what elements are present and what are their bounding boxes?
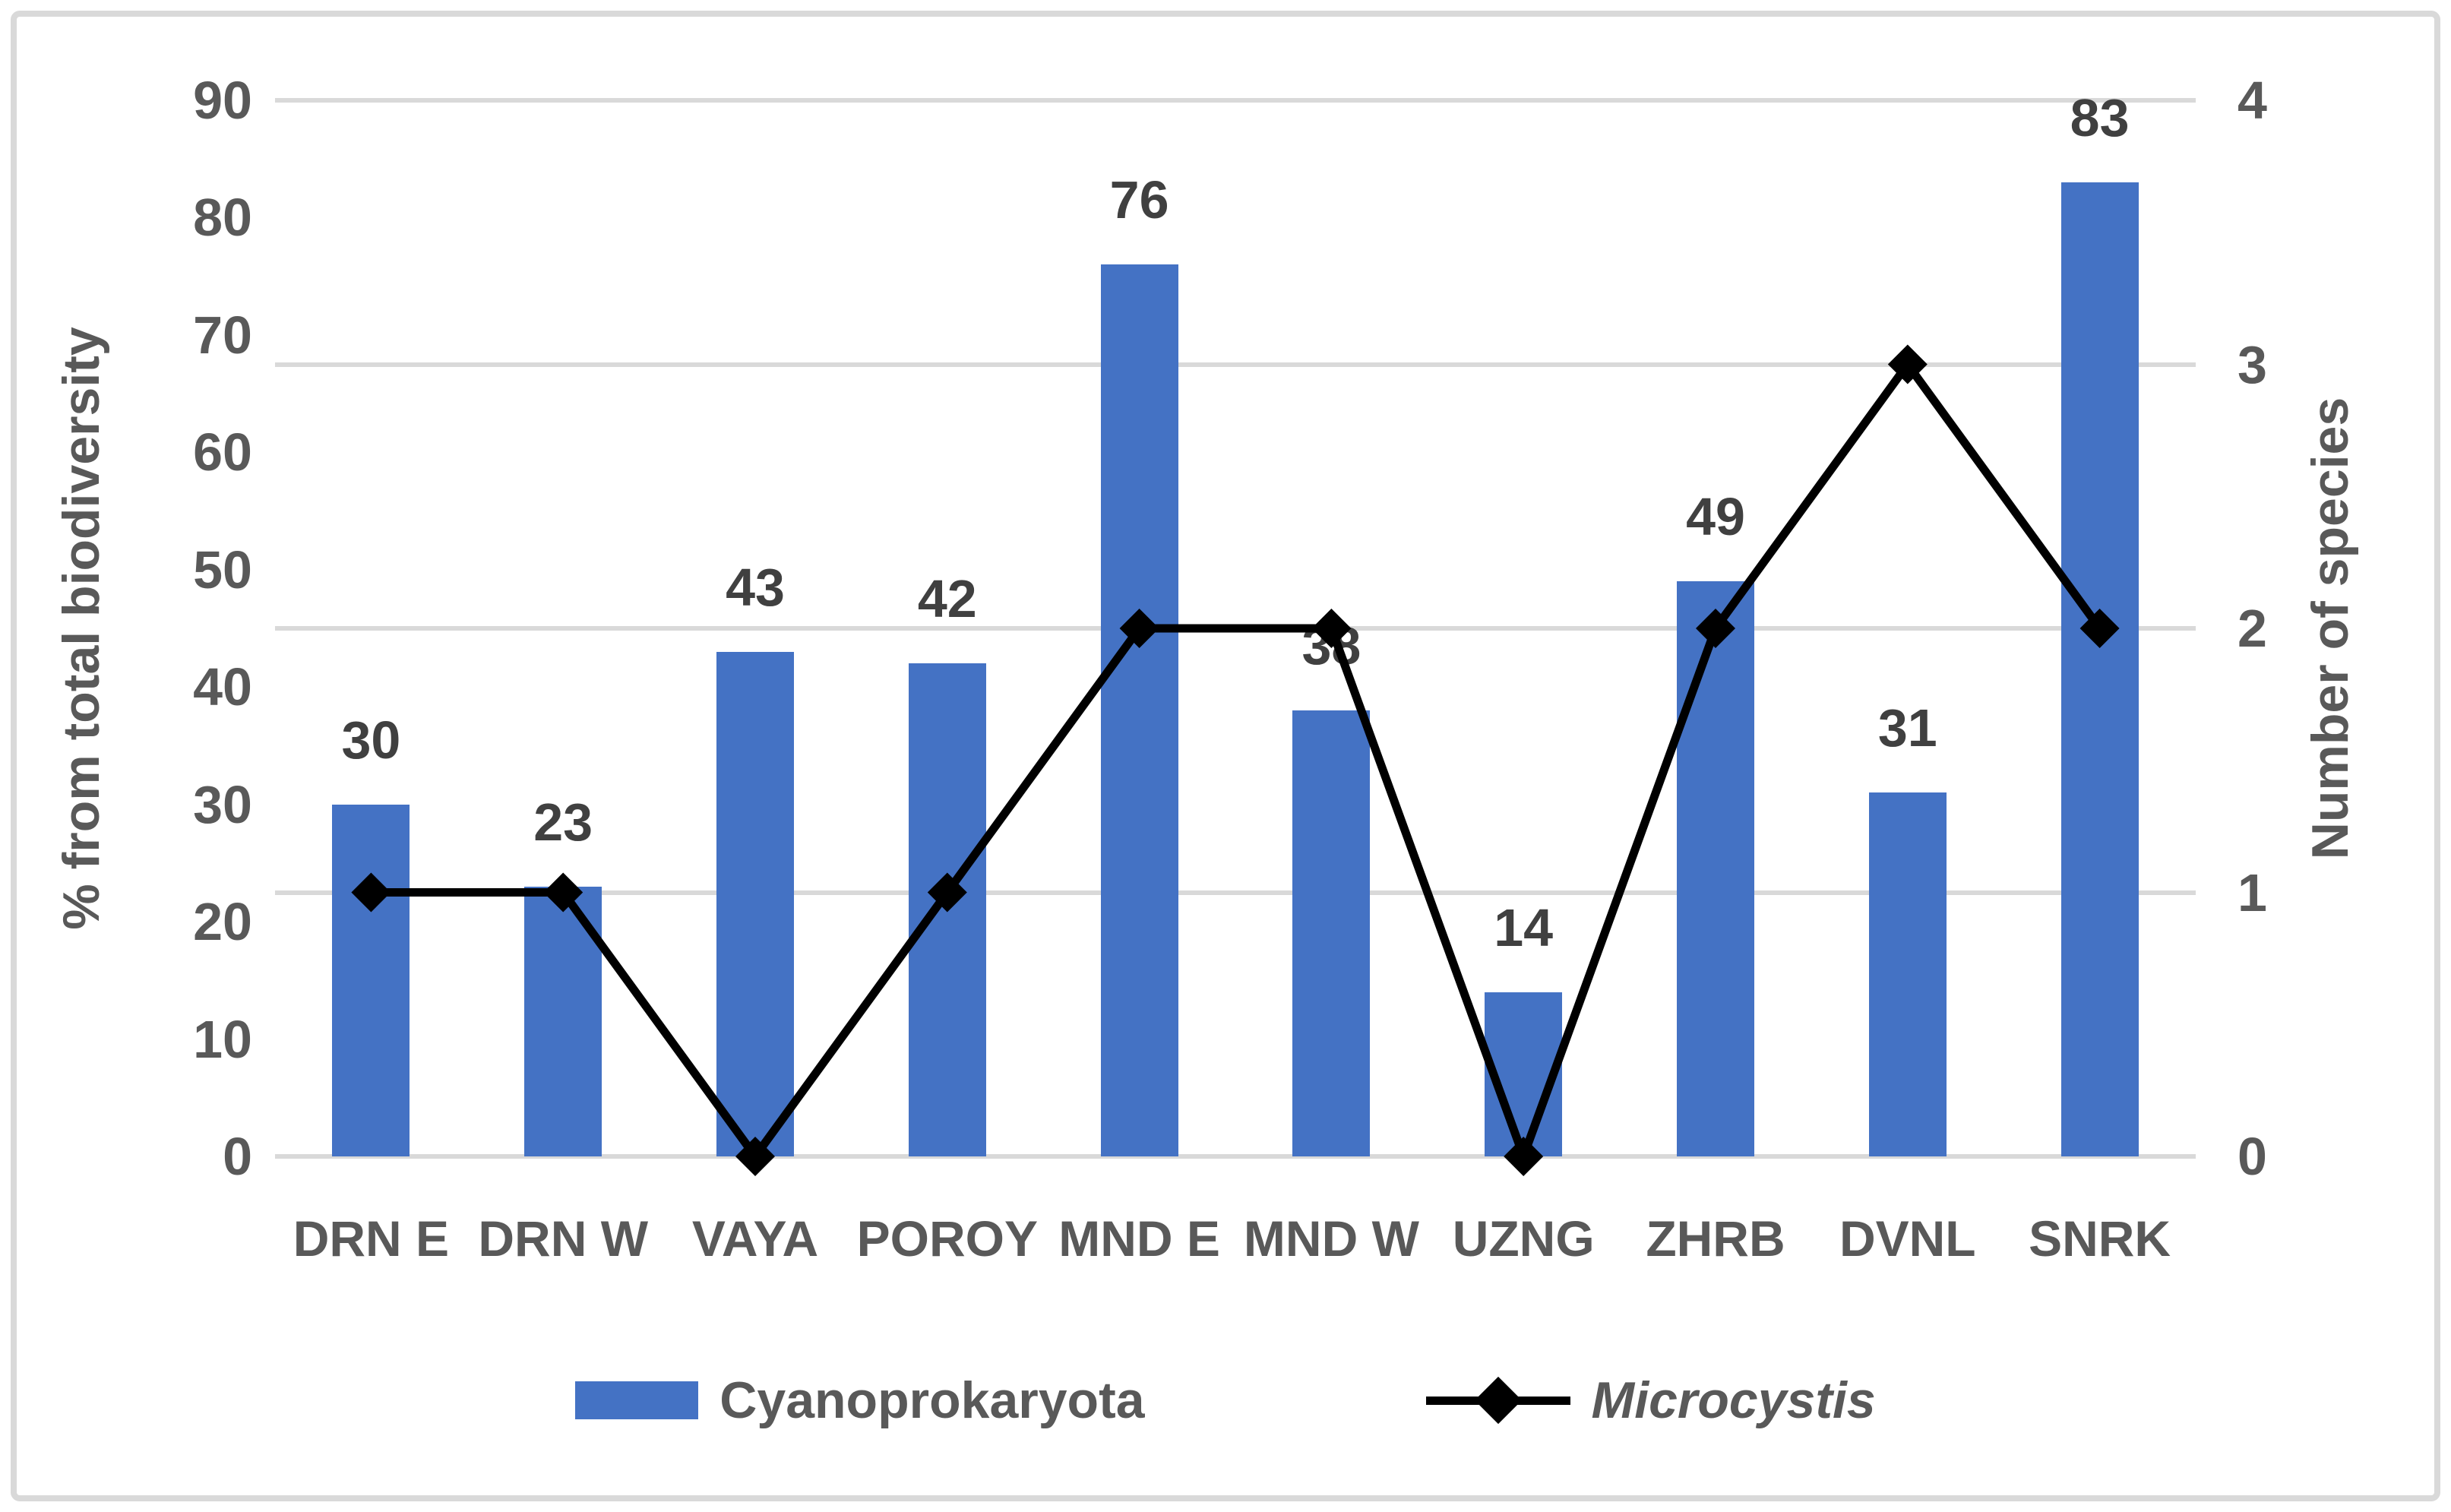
diamond-marker-icon [1887, 344, 1928, 384]
bar-value-label: 76 [1109, 170, 1169, 230]
left-axis-tick-label: 60 [193, 422, 252, 482]
x-axis-tick-label: DRN E [293, 1210, 450, 1267]
bar [1292, 710, 1371, 1156]
bar-value-label: 31 [1877, 698, 1937, 758]
bar-value-label: 42 [917, 569, 977, 629]
bar-value-label: 14 [1494, 897, 1554, 957]
diamond-marker-icon [2079, 609, 2120, 648]
left-axis-title: % from total biodiversity [52, 327, 110, 930]
left-axis-tick-label: 80 [193, 188, 252, 248]
diamond-marker-icon [1311, 609, 1352, 648]
legend-item-cyanoprokaryota: Cyanoprokaryota [575, 1371, 1145, 1430]
bar [716, 651, 794, 1156]
bar [1868, 792, 1947, 1156]
left-axis-tick-label: 20 [193, 892, 252, 952]
plot-area: 30234342763814493183 [275, 88, 2196, 1176]
line-diamond-marker-icon [1425, 1376, 1570, 1425]
left-axis-tick-label: 50 [193, 539, 252, 599]
diamond-marker-icon [1504, 1137, 1544, 1176]
x-axis-tick-label: VAYA [691, 1210, 819, 1267]
left-axis-tick-label: 70 [193, 305, 252, 365]
diamond-marker-icon [1119, 609, 1159, 648]
legend-label-microcystis: Microcystis [1591, 1371, 1876, 1429]
x-axis-tick-label: DRN W [478, 1210, 648, 1267]
line-path [371, 357, 2104, 1169]
gridline [275, 362, 2196, 367]
left-axis-tick-label: 40 [193, 657, 252, 717]
right-axis-tick-label: 1 [2238, 862, 2267, 922]
bar-value-label: 83 [2070, 88, 2130, 148]
x-axis-tick-label: DVNL [1839, 1210, 1976, 1267]
bar [1100, 264, 1178, 1156]
diamond-marker-icon [927, 872, 967, 913]
bar [2060, 182, 2139, 1156]
x-axis-tick-label: ZHRB [1646, 1210, 1785, 1267]
bar-value-label: 30 [341, 710, 401, 770]
x-axis-tick-label: UZNG [1452, 1210, 1595, 1267]
bar [1677, 581, 1754, 1156]
x-axis-tick-label: POROY [856, 1210, 1038, 1267]
legend-label-cyanoprokaryota: Cyanoprokaryota [719, 1371, 1145, 1429]
diamond-marker-icon [1696, 609, 1735, 648]
right-axis-tick-label: 3 [2238, 334, 2267, 394]
bar-series-swatch-icon [575, 1381, 699, 1419]
left-axis-tick-label: 0 [223, 1127, 252, 1186]
chart-frame-border [11, 11, 2440, 1501]
right-axis-tick-label: 2 [2238, 599, 2267, 658]
bar [332, 804, 410, 1156]
legend: Cyanoprokaryota Microcystis [0, 1364, 2451, 1437]
x-axis-tick-label: MND W [1243, 1210, 1419, 1267]
x-axis-tick-label: SNRK [2029, 1210, 2171, 1267]
bar-value-label: 23 [533, 792, 593, 852]
gridline [275, 98, 2196, 103]
x-axis-tick-label: MND E [1058, 1210, 1220, 1267]
gridline [275, 1154, 2196, 1159]
gridline [275, 890, 2196, 895]
right-axis-tick-label: 4 [2238, 71, 2267, 130]
legend-item-microcystis: Microcystis [1425, 1371, 1876, 1430]
bar-value-label: 43 [726, 557, 785, 617]
diamond-marker-icon [543, 872, 583, 913]
line-series-microcystis [351, 344, 2120, 1176]
left-axis-tick-label: 90 [193, 71, 252, 130]
bar-value-label: 49 [1686, 487, 1745, 547]
diamond-marker-icon [735, 1137, 775, 1176]
left-axis-tick-label: 30 [193, 774, 252, 834]
legend-diamond-icon [1474, 1376, 1522, 1425]
left-axis-tick-label: 10 [193, 1009, 252, 1069]
diamond-marker-icon [351, 872, 391, 913]
right-axis-tick-label: 0 [2238, 1127, 2267, 1186]
